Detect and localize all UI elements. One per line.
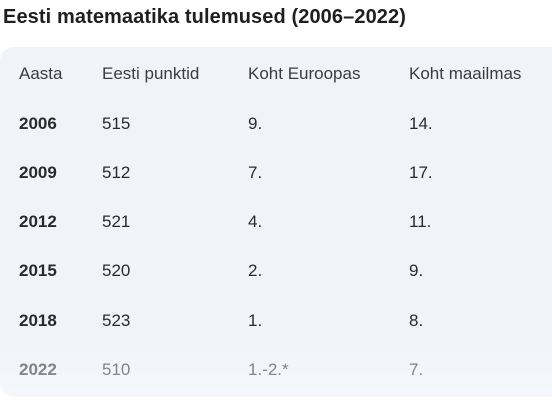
rank-europe-cell: 2. bbox=[248, 261, 263, 280]
column-header-points: Eesti punktid bbox=[102, 64, 200, 83]
column-header-rank-europe: Koht Euroopas bbox=[248, 64, 361, 83]
table-title: Eesti matemaatika tulemused (2006–2022) bbox=[3, 6, 407, 28]
table-row: 2018 523 1. 8. bbox=[0, 296, 552, 345]
points-cell: 523 bbox=[102, 311, 131, 330]
points-cell: 510 bbox=[102, 360, 131, 379]
rank-europe-cell: 1.-2.* bbox=[248, 360, 289, 379]
column-header-rank-world: Koht maailmas bbox=[409, 64, 522, 83]
year-cell: 2009 bbox=[19, 163, 57, 182]
year-cell: 2015 bbox=[19, 261, 57, 280]
rank-world-cell: 9. bbox=[409, 261, 424, 280]
year-cell: 2006 bbox=[19, 114, 57, 133]
rank-europe-cell: 7. bbox=[248, 163, 263, 182]
points-cell: 512 bbox=[102, 163, 131, 182]
results-table: Aasta Eesti punktid Koht Euroopas Koht m… bbox=[0, 47, 552, 397]
rank-world-cell: 8. bbox=[409, 311, 424, 330]
column-header-year: Aasta bbox=[19, 64, 63, 83]
points-cell: 515 bbox=[102, 114, 131, 133]
table-header-row: Aasta Eesti punktid Koht Euroopas Koht m… bbox=[0, 49, 552, 98]
rank-world-cell: 14. bbox=[409, 114, 433, 133]
table-row: 2012 521 4. 11. bbox=[0, 197, 552, 246]
table-row: 2015 520 2. 9. bbox=[0, 246, 552, 295]
points-cell: 521 bbox=[102, 212, 131, 231]
table-row: 2006 515 9. 14. bbox=[0, 99, 552, 148]
year-cell: 2022 bbox=[19, 360, 57, 379]
rank-europe-cell: 1. bbox=[248, 311, 263, 330]
rank-world-cell: 11. bbox=[409, 212, 432, 231]
year-cell: 2012 bbox=[19, 212, 57, 231]
table-row: 2022 510 1.-2.* 7. bbox=[0, 345, 552, 394]
points-cell: 520 bbox=[102, 261, 131, 280]
rank-europe-cell: 4. bbox=[248, 212, 263, 231]
rank-world-cell: 17. bbox=[409, 163, 433, 182]
year-cell: 2018 bbox=[19, 311, 57, 330]
rank-world-cell: 7. bbox=[409, 360, 424, 379]
rank-europe-cell: 9. bbox=[248, 114, 263, 133]
table-row: 2009 512 7. 17. bbox=[0, 148, 552, 197]
